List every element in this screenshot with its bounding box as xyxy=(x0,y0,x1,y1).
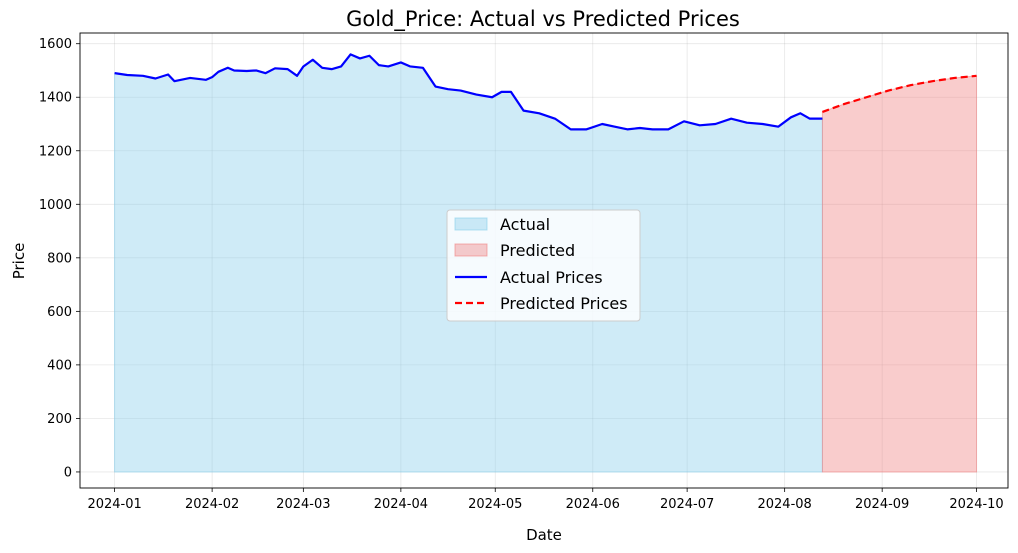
legend-label-actual: Actual xyxy=(500,215,550,234)
y-axis-label: Price xyxy=(10,243,28,280)
legend-swatch-predicted xyxy=(454,243,488,257)
x-tick-label: 2024-08 xyxy=(757,497,811,512)
x-axis-label: Date xyxy=(526,526,562,544)
x-tick-label: 2024-01 xyxy=(87,497,141,512)
x-tick-label: 2024-10 xyxy=(949,497,1003,512)
legend-label-predicted-prices: Predicted Prices xyxy=(500,294,628,313)
legend-box xyxy=(446,209,641,322)
y-tick-label: 1400 xyxy=(39,91,72,106)
area-fill-predicted-prices xyxy=(821,75,978,473)
x-tick-label: 2024-07 xyxy=(660,497,714,512)
x-tick-label: 2024-02 xyxy=(185,497,239,512)
series-lines xyxy=(114,53,977,131)
series-line-actual-prices xyxy=(114,53,823,131)
x-tick-label: 2024-05 xyxy=(468,497,522,512)
y-tick-label: 800 xyxy=(47,251,72,266)
y-tick-label: 1000 xyxy=(39,198,72,213)
x-axis-ticks: 2024-01 2024-02 2024-03 2024-04 2024-05 2024-… xyxy=(87,488,1004,512)
legend-swatch-actual xyxy=(454,217,488,231)
series-line-predicted-prices xyxy=(822,74,977,113)
plot-frame xyxy=(79,32,1009,489)
x-tick-label: 2024-04 xyxy=(374,497,428,512)
y-tick-label: 1200 xyxy=(39,144,72,159)
x-tick-label: 2024-03 xyxy=(276,497,330,512)
legend: Actual Predicted Actual Prices Predicted… xyxy=(446,209,641,322)
y-tick-label: 400 xyxy=(47,358,72,373)
y-tick-label: 1600 xyxy=(39,37,72,52)
chart-title: Gold_Price: Actual vs Predicted Prices xyxy=(346,7,740,32)
legend-label-predicted: Predicted xyxy=(500,241,575,260)
y-tick-label: 200 xyxy=(47,412,72,427)
y-tick-label: 0 xyxy=(64,465,72,480)
x-tick-label: 2024-06 xyxy=(566,497,620,512)
y-axis-ticks: 0 200 400 600 800 1000 1200 1400 1600 xyxy=(39,37,80,480)
x-tick-label: 2024-09 xyxy=(855,497,909,512)
y-tick-label: 600 xyxy=(47,305,72,320)
legend-label-actual-prices: Actual Prices xyxy=(500,268,603,287)
